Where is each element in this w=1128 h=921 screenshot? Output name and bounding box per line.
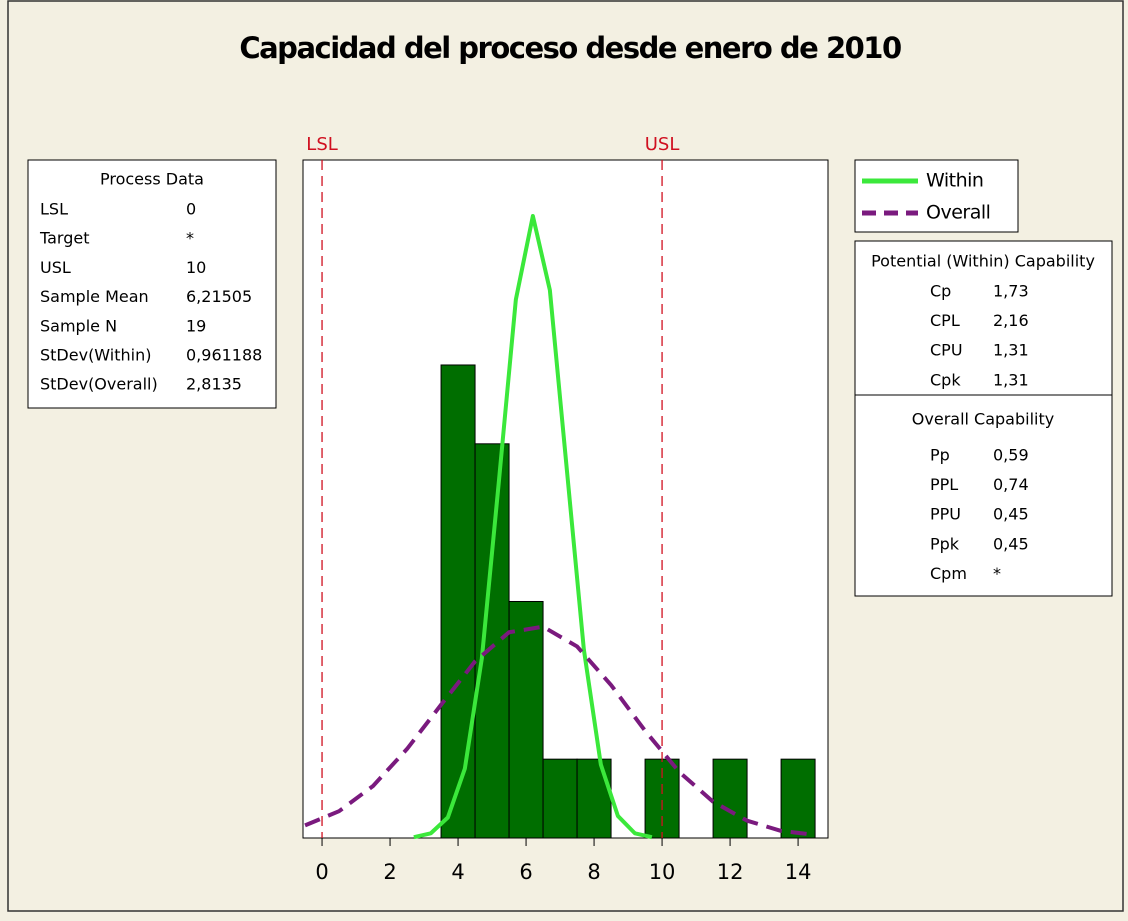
row-value: 19 <box>186 316 206 335</box>
row-value: 0,45 <box>993 534 1029 553</box>
table-title: Process Data <box>100 170 204 189</box>
row-value: * <box>186 229 194 248</box>
x-tick-label: 2 <box>383 860 396 884</box>
row-label: LSL <box>40 200 68 219</box>
row-label: Sample N <box>40 316 117 335</box>
x-tick-label: 4 <box>451 860 464 884</box>
histogram-bar <box>780 758 816 839</box>
row-value: 2,16 <box>993 311 1029 330</box>
legend-label: Within <box>926 170 983 192</box>
row-value: 1,31 <box>993 370 1029 389</box>
x-tick-label: 6 <box>519 860 532 884</box>
histogram-bar <box>474 443 510 839</box>
row-value: 0,961188 <box>186 346 262 365</box>
x-tick-label: 12 <box>717 860 744 884</box>
row-value: 0 <box>186 200 196 219</box>
row-label: Cpm <box>930 564 967 583</box>
row-label: StDev(Overall) <box>40 375 158 394</box>
histogram-bar <box>576 758 612 839</box>
legend-label: Overall <box>926 202 990 224</box>
row-label: PPU <box>930 505 961 524</box>
row-label: CPL <box>930 311 960 330</box>
plot-area <box>302 159 829 839</box>
row-label: StDev(Within) <box>40 346 151 365</box>
x-tick-label: 14 <box>785 860 812 884</box>
row-label: Target <box>39 229 90 248</box>
table-title: Potential (Within) Capability <box>871 252 1095 271</box>
legend-box <box>854 159 1019 233</box>
row-label: USL <box>40 258 71 277</box>
row-label: PPL <box>930 475 958 494</box>
row-value: 6,21505 <box>186 287 252 306</box>
row-value: 1,31 <box>993 341 1029 360</box>
row-label: Ppk <box>930 534 960 553</box>
spec-label: LSL <box>306 134 337 155</box>
row-label: Sample Mean <box>40 287 149 306</box>
density-curve <box>413 213 653 840</box>
x-tick-label: 10 <box>649 860 676 884</box>
histogram-bar <box>542 758 578 839</box>
x-tick-label: 0 <box>315 860 328 884</box>
spec-label: USL <box>645 134 680 155</box>
row-label: Cpk <box>930 370 961 389</box>
row-label: CPU <box>930 341 963 360</box>
row-label: Cp <box>930 282 951 301</box>
density-curve <box>304 624 816 837</box>
row-value: 10 <box>186 258 206 277</box>
row-value: * <box>993 564 1001 583</box>
table-title: Overall Capability <box>912 410 1054 429</box>
histogram-bar <box>508 600 544 839</box>
histogram-bar <box>440 364 476 839</box>
histogram-bar <box>712 758 748 839</box>
process-data-box <box>27 159 277 409</box>
chart-title: Capacidad del proceso desde enero de 201… <box>239 31 901 65</box>
x-tick-label: 8 <box>587 860 600 884</box>
row-value: 0,74 <box>993 475 1029 494</box>
row-value: 1,73 <box>993 282 1029 301</box>
row-value: 0,45 <box>993 505 1029 524</box>
capability-box <box>854 240 1113 597</box>
row-value: 2,8135 <box>186 375 242 394</box>
row-label: Pp <box>930 446 950 465</box>
row-value: 0,59 <box>993 446 1029 465</box>
